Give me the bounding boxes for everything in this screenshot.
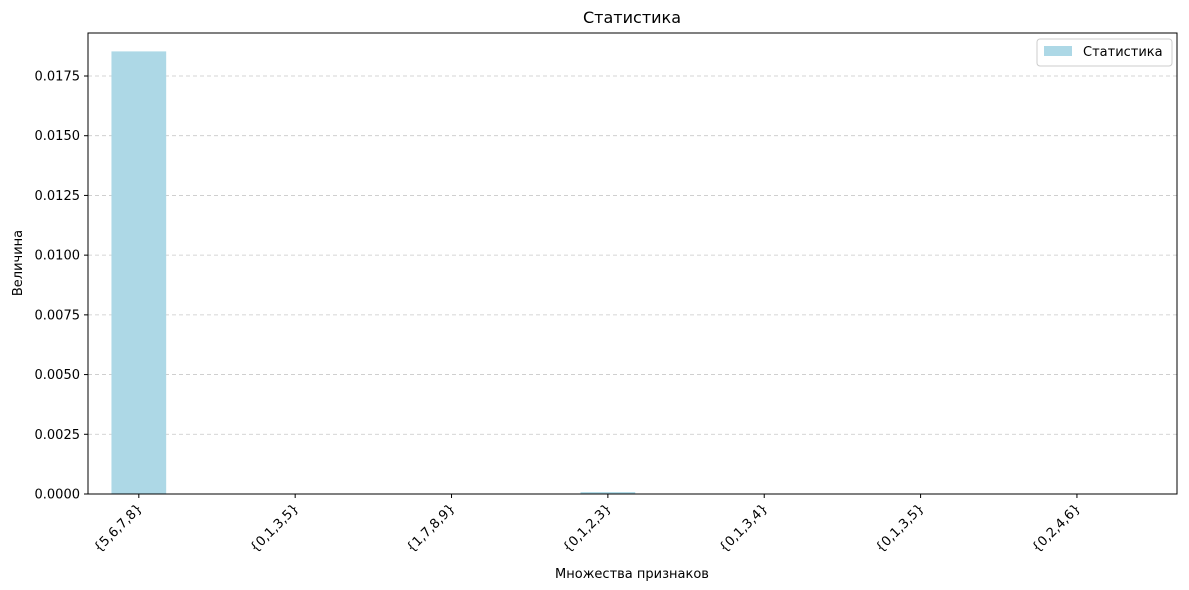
legend-swatch (1044, 46, 1072, 56)
bars (111, 51, 636, 495)
y-tick-label: 0.0150 (35, 129, 81, 144)
x-axis-label: Множества признаков (555, 567, 709, 582)
legend: Статистика (1036, 38, 1173, 67)
y-tick-label: 0.0000 (35, 488, 81, 503)
bar (111, 51, 167, 495)
y-tick-label: 0.0050 (35, 368, 81, 383)
legend-box (1036, 38, 1173, 67)
y-tick-label: 0.0175 (35, 69, 81, 84)
y-tick-label: 0.0025 (35, 428, 81, 443)
bar (580, 492, 636, 494)
y-tick-label: 0.0075 (35, 308, 81, 323)
legend-label: Статистика (1083, 45, 1163, 60)
chart-title: Статистика (583, 8, 681, 27)
y-axis-label: Величина (11, 230, 26, 296)
plot-frame (87, 32, 1178, 495)
y-axis: 0.0000 0.0025 0.0050 0.0075 0.0100 0.0125 0.01… (35, 69, 88, 503)
y-tick-label: 0.0100 (35, 249, 81, 264)
y-tick-label: 0.0125 (35, 189, 81, 204)
